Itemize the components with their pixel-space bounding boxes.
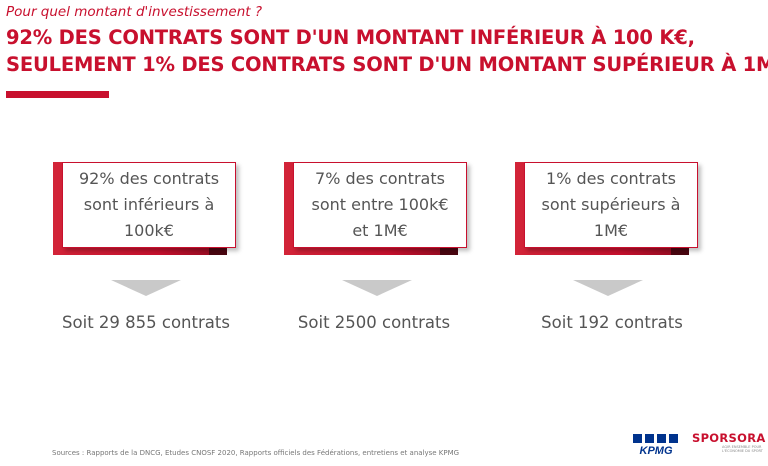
stat-card-3-line-3: 1M€ <box>593 221 629 240</box>
kpmg-logo: KPMG <box>633 434 678 456</box>
stat-card-2-count: Soit 2500 contrats <box>297 313 451 332</box>
slide-subtitle: Pour quel montant d'investissement ? <box>6 4 263 20</box>
stat-card-2-line-3: et 1M€ <box>352 221 408 240</box>
stat-card-2-line-1: 7% des contrats <box>315 169 445 188</box>
slide-headline: 92% DES CONTRATS SONT D'UN MONTANT INFÉR… <box>6 24 768 78</box>
stat-card-3-text: 1% des contrats sont supérieurs à 1M€ <box>542 166 681 244</box>
stat-card-1-text: 92% des contrats sont inférieurs à 100k€ <box>79 166 219 244</box>
down-arrow-icon <box>573 280 643 296</box>
down-arrow-icon <box>342 280 412 296</box>
sporsora-wordmark: SPORSORA <box>692 431 766 445</box>
stat-card-3-line-2: sont supérieurs à <box>541 195 681 214</box>
stat-card-1-line-2: sont inférieurs à <box>83 195 215 214</box>
stat-card-1-line-3: 100k€ <box>124 221 174 240</box>
sources-note: Sources : Rapports de la DNCG, Etudes CN… <box>52 449 460 457</box>
stat-card-1: 92% des contrats sont inférieurs à 100k€ <box>62 162 236 248</box>
headline-line-2: SEULEMENT 1% DES CONTRATS SONT D'UN MONT… <box>6 53 768 76</box>
stat-card-2: 7% des contrats sont entre 100k€ et 1M€ <box>293 162 467 248</box>
sporsora-tagline: AGIR ENSEMBLE POUR L'ÉCONOMIE DU SPORT <box>722 445 763 453</box>
svg-text:KPMG: KPMG <box>640 445 673 456</box>
down-arrow-icon <box>111 280 181 296</box>
stat-card-2-text: 7% des contrats sont entre 100k€ et 1M€ <box>311 166 448 244</box>
stat-card-3-count: Soit 192 contrats <box>541 313 683 332</box>
sporsora-logo: SPORSORA AGIR ENSEMBLE POUR L'ÉCONOMIE D… <box>692 431 766 454</box>
stat-card-1-line-1: 92% des contrats <box>78 169 220 188</box>
stat-card-2-line-2: sont entre 100k€ <box>311 195 449 214</box>
stat-card-3-line-1: 1% des contrats <box>546 169 676 188</box>
stat-card-3: 1% des contrats sont supérieurs à 1M€ <box>524 162 698 248</box>
title-underline-bar <box>6 91 109 98</box>
headline-line-1: 92% DES CONTRATS SONT D'UN MONTANT INFÉR… <box>6 26 695 49</box>
stat-card-1-count: Soit 29 855 contrats <box>62 313 230 332</box>
